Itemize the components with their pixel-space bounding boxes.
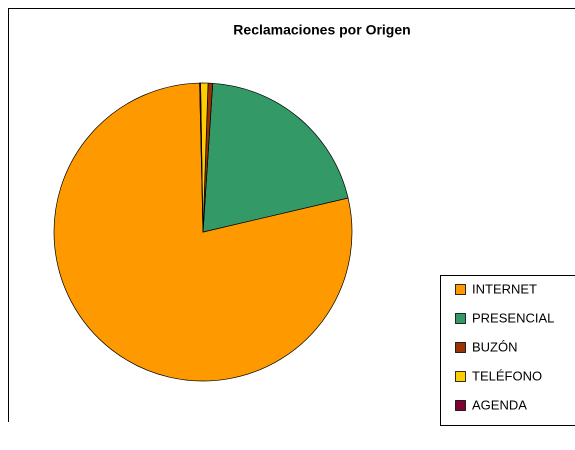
- legend-label: INTERNET: [472, 281, 537, 296]
- legend-swatch: [455, 284, 466, 295]
- legend-swatch: [455, 313, 466, 324]
- legend-swatch: [455, 342, 466, 353]
- legend-swatch: [455, 371, 466, 382]
- legend-label: AGENDA: [472, 397, 527, 412]
- pie-slice: [199, 82, 204, 233]
- legend-label: TELÉFONO: [472, 368, 542, 383]
- legend-swatch: [455, 400, 466, 411]
- legend-label: PRESENCIAL: [472, 310, 554, 325]
- pie-slice: [202, 82, 349, 233]
- chart-title: Reclamaciones por Origen: [233, 22, 410, 38]
- legend-label: BUZÓN: [472, 339, 518, 354]
